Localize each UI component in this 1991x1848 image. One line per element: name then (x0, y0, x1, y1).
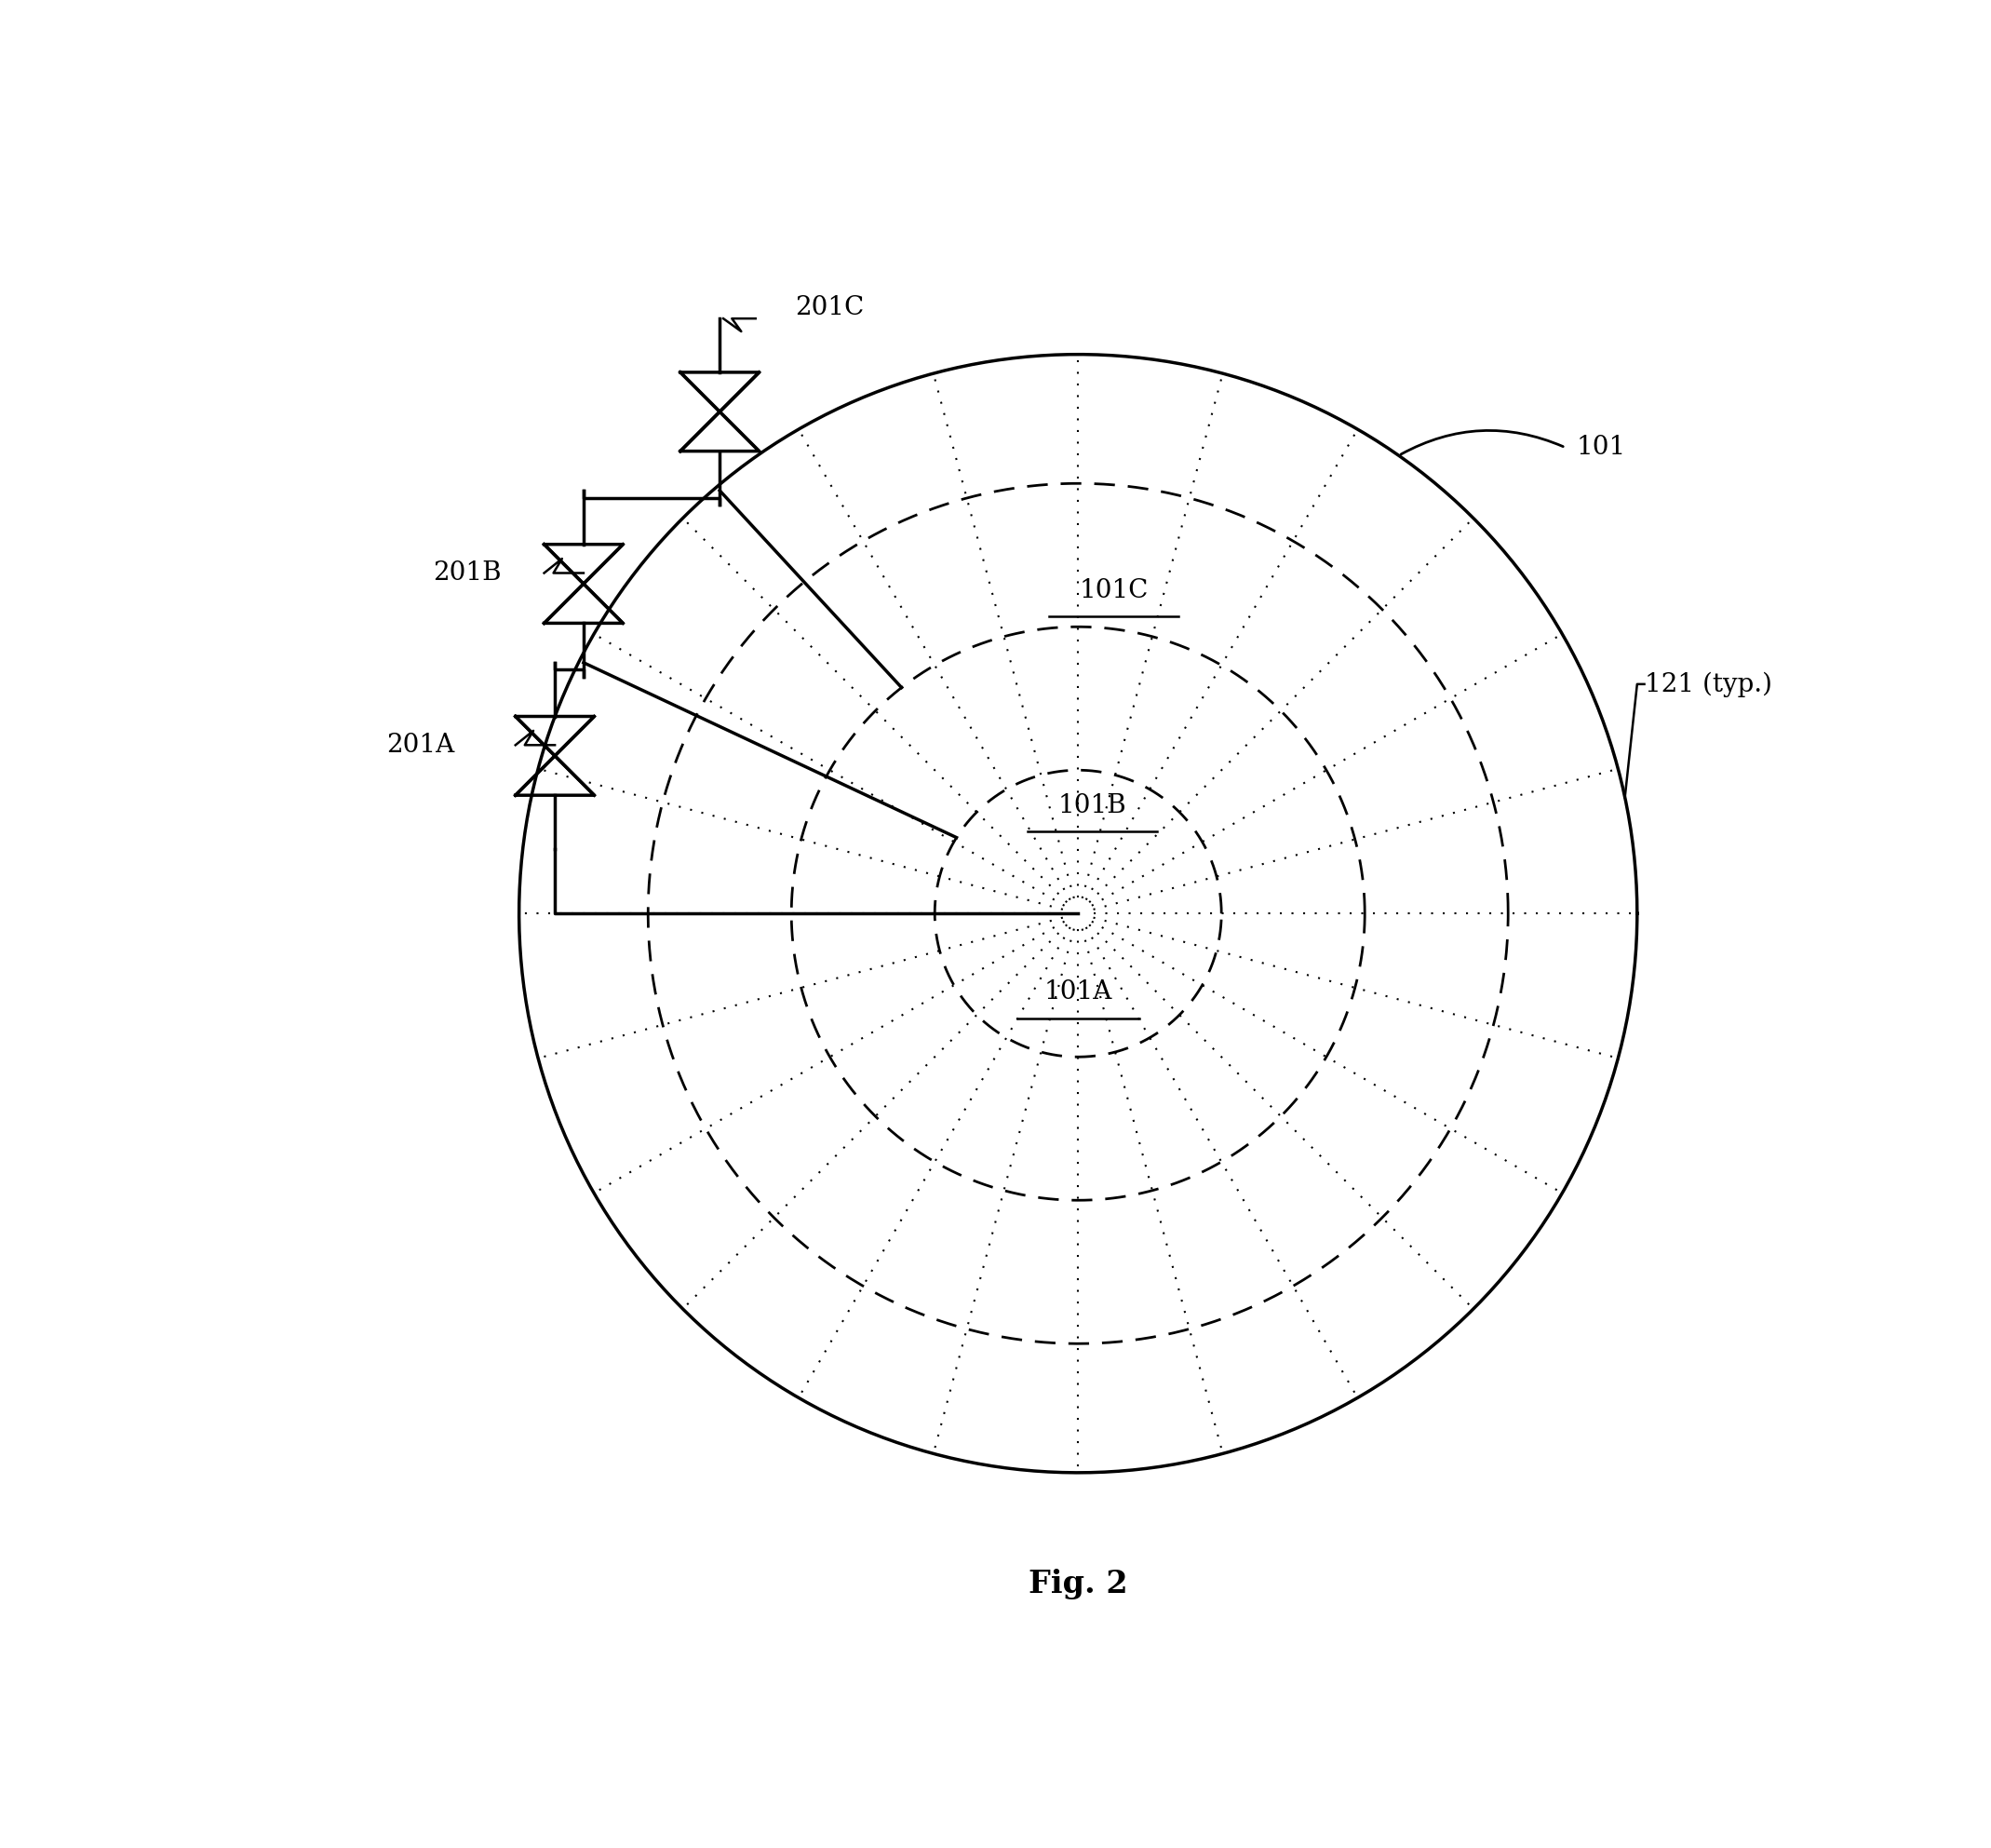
Text: 121 (typ.): 121 (typ.) (1645, 671, 1772, 697)
Text: 101B: 101B (1057, 793, 1127, 819)
Text: 201B: 201B (432, 560, 502, 586)
Text: Fig. 2: Fig. 2 (1029, 1569, 1127, 1599)
Text: 201C: 201C (794, 296, 864, 320)
Text: 201A: 201A (386, 732, 454, 758)
Text: 101A: 101A (1043, 979, 1113, 1005)
Text: 101C: 101C (1079, 578, 1149, 604)
Text: 101: 101 (1577, 434, 1627, 460)
